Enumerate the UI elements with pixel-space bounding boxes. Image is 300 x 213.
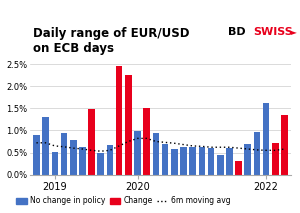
Bar [98, 153, 104, 175]
Bar [208, 148, 214, 175]
Bar [244, 144, 251, 175]
Bar [180, 147, 187, 175]
Text: Daily range of EUR/USD
on ECB days: Daily range of EUR/USD on ECB days [33, 27, 189, 55]
Bar [226, 148, 233, 175]
Bar [134, 131, 141, 175]
Bar [42, 117, 49, 175]
Bar [143, 108, 150, 175]
Bar [61, 133, 67, 175]
Bar [52, 152, 58, 175]
Bar [116, 66, 122, 175]
Text: SWISS: SWISS [253, 27, 293, 37]
Text: BD: BD [228, 27, 246, 37]
Legend: No change in policy, Change, 6m moving avg: No change in policy, Change, 6m moving a… [13, 193, 234, 209]
Bar [162, 144, 168, 175]
Bar [254, 132, 260, 175]
Bar [281, 115, 288, 175]
Bar [199, 147, 205, 175]
Bar [153, 133, 159, 175]
Bar [217, 155, 224, 175]
Bar [88, 109, 95, 175]
Bar [125, 75, 132, 175]
Bar [106, 145, 113, 175]
Bar [272, 143, 279, 175]
Bar [189, 147, 196, 175]
Bar [33, 135, 40, 175]
Bar [263, 102, 269, 175]
Text: ►: ► [291, 27, 297, 36]
Bar [171, 149, 178, 175]
Bar [79, 147, 86, 175]
Bar [70, 140, 76, 175]
Bar [235, 161, 242, 175]
